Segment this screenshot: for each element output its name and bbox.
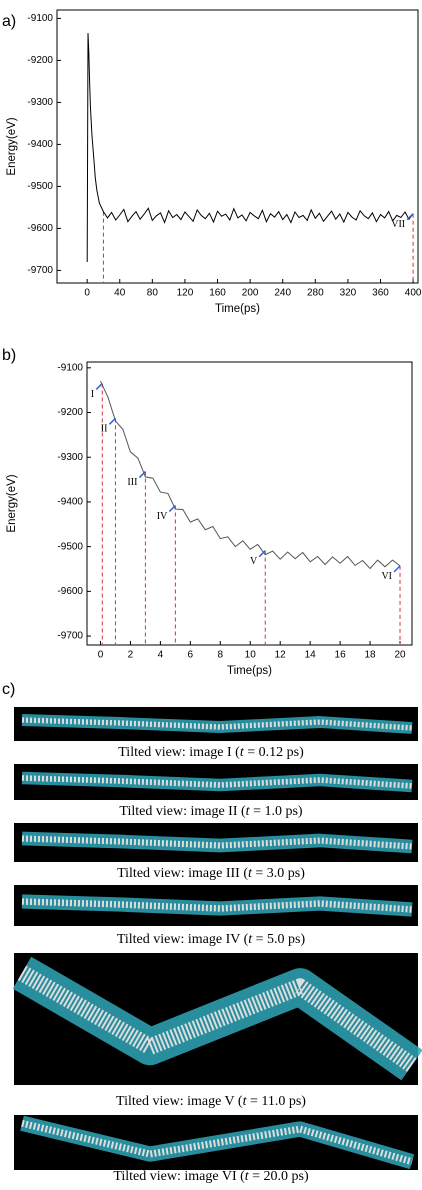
x-axis-label: Time(ps) (227, 665, 272, 677)
x-tick-label: 10 (245, 650, 257, 661)
annotation: IV (157, 511, 168, 522)
y-axis-label: Energy(eV) (6, 117, 18, 175)
y-tick-label: -9300 (27, 97, 53, 108)
y-tick-label: -9400 (57, 497, 83, 508)
y-tick-label: -9100 (27, 13, 53, 24)
annotation: VI (381, 571, 392, 582)
structure-tube (21, 714, 413, 734)
y-tick-label: -9600 (27, 223, 53, 234)
caption-text: = 11.0 ps) (246, 1094, 306, 1109)
x-tick-label: 8 (218, 650, 224, 661)
x-tick-label: 360 (372, 288, 389, 299)
y-tick-label: -9500 (57, 541, 83, 552)
panel-label: a) (2, 13, 16, 30)
caption-text: = 20.0 ps) (249, 1169, 309, 1184)
y-tick-label: -9200 (27, 55, 53, 66)
caption-text: = 5.0 ps) (252, 932, 305, 947)
x-tick-label: 80 (147, 288, 159, 299)
annotation-arrow (95, 382, 103, 390)
x-tick-label: 4 (158, 650, 164, 661)
y-axis-label: Energy(eV) (6, 474, 18, 532)
x-tick-label: 160 (209, 288, 226, 299)
x-tick-label: 16 (335, 650, 347, 661)
structure-tube (21, 835, 413, 850)
x-tick-label: 12 (275, 650, 287, 661)
caption-variable: t (248, 932, 253, 947)
annotation-arrow (138, 471, 146, 479)
x-tick-label: 20 (394, 650, 406, 661)
structure-tube (21, 831, 413, 854)
data-line (86, 33, 414, 263)
y-tick-label: -9300 (57, 452, 83, 463)
y-tick-label: -9100 (57, 362, 83, 373)
x-tick-label: 6 (188, 650, 194, 661)
structure-tube (21, 775, 413, 789)
caption-text: Tilted view: image VI ( (113, 1169, 245, 1184)
y-tick-label: -9200 (57, 407, 83, 418)
caption: Tilted view: image I (t = 0.12 ps) (118, 745, 304, 760)
structure-tube (21, 898, 413, 913)
caption: Tilted view: image VI (t = 20.0 ps) (113, 1169, 309, 1184)
structure-tube (21, 717, 413, 731)
y-tick-label: -9700 (27, 265, 53, 276)
x-tick-label: 400 (405, 288, 422, 299)
x-tick-label: 240 (274, 288, 291, 299)
annotation-arrow (108, 417, 116, 425)
structure-tube (21, 771, 413, 793)
x-axis-label: Time(ps) (215, 303, 260, 315)
annotation-arrow (168, 504, 176, 513)
x-tick-label: 200 (242, 288, 259, 299)
caption-text: = 1.0 ps) (250, 804, 303, 819)
y-tick-label: -9500 (27, 181, 53, 192)
plot-frame (56, 9, 419, 284)
caption-variable: t (245, 1169, 250, 1184)
x-tick-label: 14 (305, 650, 317, 661)
annotation: III (127, 477, 137, 488)
caption-text: Tilted view: image V ( (116, 1094, 243, 1109)
annotation: V (250, 556, 258, 567)
y-tick-label: -9400 (27, 139, 53, 150)
x-tick-label: 280 (307, 288, 324, 299)
structure-tube (21, 894, 413, 917)
caption: Tilted view: image IV (t = 5.0 ps) (117, 932, 306, 947)
structure-tube (21, 1119, 413, 1166)
y-tick-label: -9700 (57, 631, 83, 642)
caption-text: = 0.12 ps) (244, 745, 304, 760)
caption-text: Tilted view: image II ( (119, 804, 246, 819)
caption-text: = 3.0 ps) (252, 866, 305, 881)
structure-tube (17, 965, 417, 1073)
caption-text: Tilted view: image I ( (118, 745, 240, 760)
caption-variable: t (240, 745, 245, 760)
x-tick-label: 120 (177, 288, 194, 299)
annotation: II (101, 424, 108, 435)
caption-variable: t (243, 1094, 248, 1109)
plot-frame (86, 361, 413, 646)
x-tick-label: 0 (98, 650, 104, 661)
caption: Tilted view: image V (t = 11.0 ps) (116, 1094, 306, 1109)
annotation-arrow (393, 565, 401, 573)
panel-label: c) (2, 681, 15, 698)
annotation: VII (391, 219, 405, 230)
x-tick-label: 18 (365, 650, 377, 661)
panel-label: b) (2, 347, 16, 364)
caption-text: Tilted view: image III ( (117, 866, 248, 881)
x-tick-label: 2 (128, 650, 134, 661)
x-tick-label: 0 (84, 288, 90, 299)
annotation-arrow (258, 550, 266, 558)
x-tick-label: 320 (340, 288, 357, 299)
caption-text: Tilted view: image IV ( (117, 932, 249, 947)
caption-variable: t (246, 804, 251, 819)
annotation: I (91, 389, 94, 400)
caption-variable: t (248, 866, 253, 881)
y-tick-label: -9600 (57, 586, 83, 597)
caption: Tilted view: image III (t = 3.0 ps) (117, 866, 305, 881)
caption: Tilted view: image II (t = 1.0 ps) (119, 804, 302, 819)
x-tick-label: 40 (114, 288, 126, 299)
data-line (100, 380, 401, 570)
annotation-arrow (406, 213, 414, 221)
